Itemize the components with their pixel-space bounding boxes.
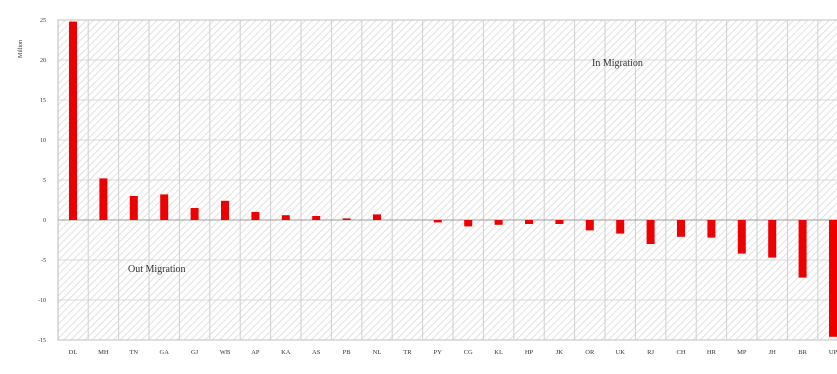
- y-axis-label: Million: [18, 40, 24, 58]
- bar-wb: [221, 200, 229, 220]
- x-tick-label-py: PY: [434, 349, 443, 356]
- grid-lines: [57, 19, 837, 341]
- x-tick-label-ch: CH: [676, 349, 685, 356]
- bar-pb: [342, 218, 351, 220]
- x-tick-label-as: AS: [312, 349, 321, 356]
- y-tick-label: 5: [43, 178, 46, 184]
- bars: [69, 21, 837, 337]
- x-tick-label-dl: DL: [69, 349, 78, 356]
- y-tick-label: 0: [43, 218, 46, 224]
- bar-jh: [768, 220, 777, 258]
- bar-kl: [494, 220, 503, 225]
- bar-gj: [190, 208, 199, 220]
- x-tick-label-hp: HP: [525, 349, 534, 356]
- x-tick-label-nl: NL: [373, 349, 382, 356]
- y-tick-label: 10: [40, 138, 46, 144]
- x-tick-label-kl: KL: [494, 349, 503, 356]
- x-tick-label-ga: GA: [160, 349, 170, 356]
- bar-jk: [555, 220, 564, 224]
- x-tick-label-tn: TN: [129, 349, 138, 356]
- bar-ga: [160, 194, 169, 220]
- x-tick-label-hr: HR: [707, 349, 717, 356]
- x-tick-labels: DL MH TN GA GJ WB AP KA AS PB NL TR PY CG KL HP JK OR UK RJ…: [69, 349, 837, 356]
- bar-as: [312, 216, 321, 220]
- x-tick-label-or: OR: [585, 349, 595, 356]
- x-tick-label-ka: KA: [281, 349, 291, 356]
- x-tick-label-mh: MH: [98, 349, 109, 356]
- x-tick-label-cg: CG: [464, 349, 473, 356]
- x-tick-label-ap: AP: [251, 349, 260, 356]
- bar-ap: [251, 212, 260, 220]
- x-tick-label-wb: WB: [220, 349, 231, 356]
- bar-ch: [677, 220, 685, 237]
- bar-up: [829, 220, 837, 337]
- x-tick-label-pb: PB: [343, 349, 352, 356]
- x-tick-label-jh: JH: [769, 349, 777, 356]
- bar-rj: [646, 220, 655, 244]
- x-tick-label-tr: TR: [403, 349, 412, 356]
- annotation-in-migration: In Migration: [592, 58, 643, 69]
- y-tick-label: -5: [41, 258, 46, 264]
- y-tick-label: 20: [40, 58, 46, 64]
- x-tick-label-br: BR: [798, 349, 807, 356]
- x-tick-label-jk: JK: [556, 349, 564, 356]
- x-tick-label-uk: UK: [616, 349, 626, 356]
- bar-nl: [373, 214, 381, 220]
- bar-py: [433, 220, 442, 223]
- bar-uk: [616, 220, 625, 234]
- y-tick-label: 15: [40, 98, 46, 104]
- x-tick-label-up: UP: [829, 349, 837, 356]
- bar-ka: [281, 215, 290, 220]
- x-tick-label-gj: GJ: [191, 349, 199, 356]
- y-tick-label: -10: [38, 298, 46, 304]
- bar-hp: [525, 220, 533, 224]
- bar-dl: [69, 21, 77, 220]
- x-tick-label-rj: RJ: [647, 349, 654, 356]
- bar-hr: [707, 220, 716, 238]
- bar-mh: [99, 178, 108, 220]
- y-tick-labels: 25 20 15 10 5 0 -5 -10 -15: [38, 18, 46, 344]
- annotation-out-migration: Out Migration: [128, 264, 186, 275]
- bar-cg: [464, 220, 473, 227]
- bar-or: [585, 220, 594, 231]
- bar-br: [798, 220, 807, 278]
- y-tick-label: -15: [38, 338, 46, 344]
- bar-tn: [129, 196, 138, 220]
- x-tick-label-mp: MP: [737, 349, 747, 356]
- y-tick-label: 25: [40, 18, 46, 24]
- bar-mp: [737, 220, 746, 254]
